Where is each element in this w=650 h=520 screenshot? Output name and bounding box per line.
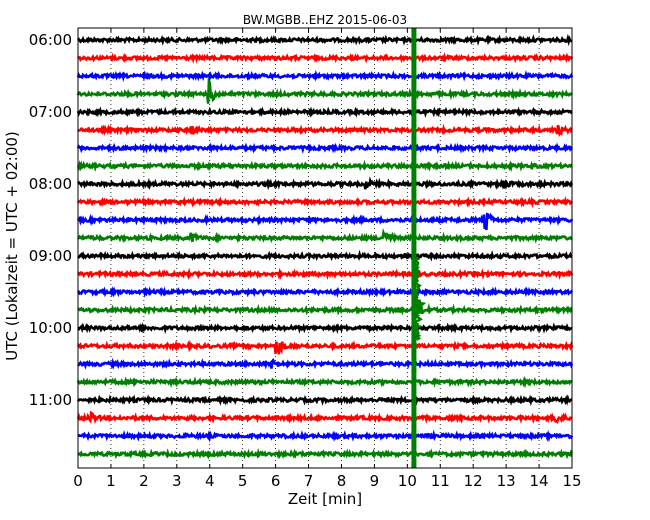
seismogram-trace (77, 176, 574, 191)
x-tick-label: 9 (370, 472, 380, 490)
x-tick-label: 1 (106, 472, 116, 490)
x-axis-label: Zeit [min] (288, 490, 362, 508)
y-tick-label: 10:00 (29, 319, 72, 337)
seismogram-trace (76, 142, 573, 155)
seismogram-trace (76, 69, 574, 83)
x-tick-label: 3 (172, 472, 182, 490)
y-tick-label: 11:00 (29, 391, 72, 409)
y-tick-label: 08:00 (29, 175, 72, 193)
seismogram-trace (76, 33, 573, 47)
seismogram-trace (76, 375, 573, 389)
seismogram-trace (76, 106, 573, 118)
x-tick-label: 15 (562, 472, 581, 490)
y-axis-label: UTC (Lokalzeit = UTC + 02:00) (3, 131, 21, 361)
x-tick-label: 0 (73, 472, 83, 490)
y-axis-ticks: 06:00 07:00 08:00 09:00 10:00 11:00 (29, 31, 83, 409)
seismogram-trace (76, 196, 574, 209)
event-band (411, 28, 417, 468)
x-tick-label: 14 (530, 472, 549, 490)
seismogram-trace (77, 322, 573, 335)
seismogram-trace (76, 410, 573, 425)
grid-lines (110, 28, 540, 468)
trace-group (76, 33, 574, 460)
seismogram-trace (77, 429, 574, 443)
seismogram-trace (76, 394, 573, 407)
seismogram-trace (77, 123, 573, 138)
seismogram-trace (77, 286, 574, 299)
x-tick-label: 6 (271, 472, 281, 490)
seismogram-trace (76, 212, 574, 231)
x-tick-label: 8 (337, 472, 347, 490)
vertical-event (410, 28, 427, 468)
seismogram-trace (76, 339, 574, 355)
chart-title: BW.MGBB..EHZ 2015-06-03 (243, 13, 407, 27)
y-tick-label: 07:00 (29, 103, 72, 121)
x-tick-label: 10 (398, 472, 417, 490)
y-tick-label: 09:00 (29, 247, 72, 265)
x-tick-label: 2 (139, 472, 149, 490)
seismogram-trace (77, 299, 573, 318)
seismogram-trace (76, 77, 573, 104)
seismogram-trace (77, 267, 574, 281)
seismogram-trace (77, 249, 573, 262)
seismogram-trace (76, 159, 573, 173)
plot-frame (77, 27, 573, 469)
x-tick-label: 4 (205, 472, 215, 490)
seismogram-trace (77, 228, 573, 245)
seismogram-trace (77, 357, 574, 370)
seismogram-trace (77, 51, 574, 64)
x-tick-label: 11 (431, 472, 450, 490)
x-tick-label: 13 (497, 472, 516, 490)
x-tick-label: 5 (238, 472, 248, 490)
event-coda (410, 256, 427, 341)
x-tick-label: 12 (464, 472, 483, 490)
x-tick-label: 7 (304, 472, 314, 490)
x-axis-ticks: 0 1 2 3 4 5 6 7 8 9 10 11 12 13 14 15 (73, 28, 582, 490)
seismogram-trace (77, 448, 574, 460)
y-tick-label: 06:00 (29, 31, 72, 49)
